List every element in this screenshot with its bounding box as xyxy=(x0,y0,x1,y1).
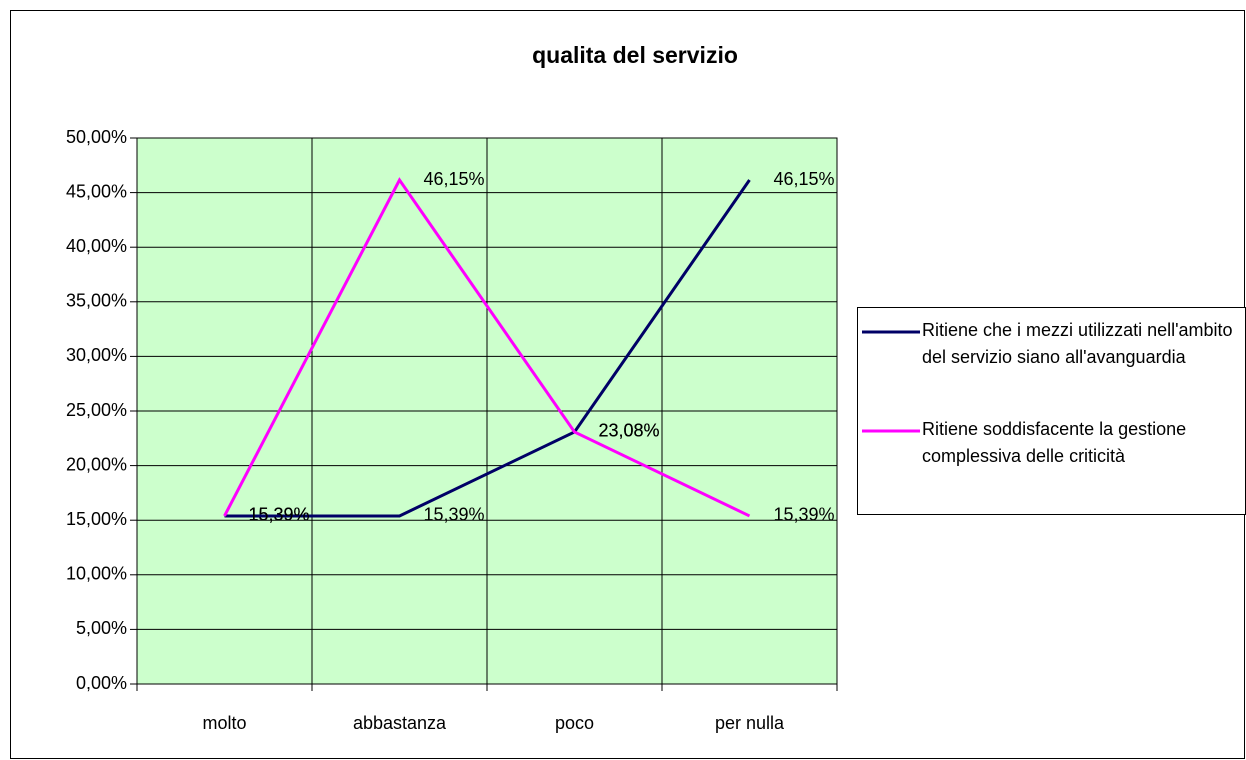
chart-title: qualita del servizio xyxy=(532,42,738,68)
data-label: 46,15% xyxy=(424,169,485,189)
data-label: 15,39% xyxy=(249,505,310,525)
data-label: 15,39% xyxy=(249,505,310,525)
y-tick-label: 5,00% xyxy=(76,618,127,638)
plot-border xyxy=(136,137,838,685)
legend-label: Ritiene soddisfacente la gestione comple… xyxy=(922,419,1187,466)
series-line xyxy=(223,177,751,518)
y-tick-label: 35,00% xyxy=(66,291,127,311)
data-label: 15,39% xyxy=(424,505,485,525)
x-tick-label: abbastanza xyxy=(353,713,447,733)
x-tick-label: per nulla xyxy=(715,713,785,733)
data-label: 23,08% xyxy=(599,421,660,441)
y-tick-label: 0,00% xyxy=(76,673,127,693)
data-label: 23,08% xyxy=(599,421,660,441)
y-tick-label: 10,00% xyxy=(66,564,127,584)
y-tick-label: 20,00% xyxy=(66,454,127,474)
series-line xyxy=(224,179,751,518)
data-label: 15,39% xyxy=(774,505,835,525)
x-tick-label: poco xyxy=(555,713,594,733)
y-tick-label: 45,00% xyxy=(66,181,127,201)
y-tick-label: 30,00% xyxy=(66,345,127,365)
y-tick-label: 15,00% xyxy=(66,509,127,529)
y-tick-label: 25,00% xyxy=(66,400,127,420)
data-label: 46,15% xyxy=(774,169,835,189)
x-tick-label: molto xyxy=(202,713,246,733)
legend-box xyxy=(857,307,1246,515)
legend-label: Ritiene che i mezzi utilizzati nell'ambi… xyxy=(922,320,1233,367)
y-tick-label: 50,00% xyxy=(66,127,127,147)
y-tick-label: 40,00% xyxy=(66,236,127,256)
